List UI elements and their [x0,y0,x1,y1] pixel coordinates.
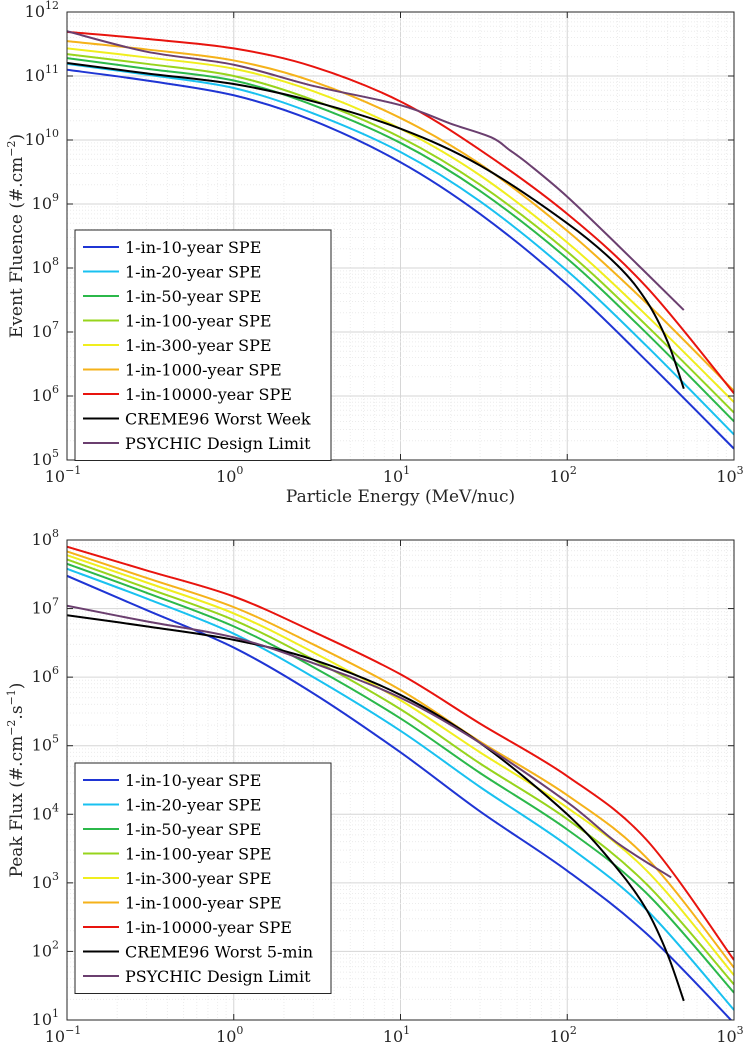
x-tick-label: 101 [383,1024,410,1046]
legend-box [74,229,332,461]
x-tick-label: 103 [716,1024,743,1046]
y-tick-label: 106 [32,664,59,686]
x-tick-label: 102 [550,464,577,486]
legend-label-6: 1-in-1000-year SPE [125,361,282,380]
x-tick-label: 100 [216,464,243,486]
legend: 1-in-10-year SPE 1-in-20-year SPE 1-in-50-… [74,762,332,994]
series-line-5 [67,554,734,976]
x-tick-label: 101 [383,464,410,486]
legend-label-5: 1-in-300-year SPE [125,336,272,355]
legend-label-8: CREME96 Worst Week [125,410,311,429]
legend-label-7: 1-in-10000-year SPE [125,385,292,404]
y-tick-label: 108 [32,527,59,549]
series-line-7 [67,545,734,961]
y-tick-label: 108 [32,255,59,277]
y-tick-label: 105 [32,733,59,755]
legend-label-1: 1-in-10-year SPE [125,238,261,257]
y-tick-label: 103 [32,870,59,892]
y-tick-label: 107 [32,319,59,341]
legend-label-3: 1-in-50-year SPE [125,287,261,306]
y-axis-label: Event Fluence (#.cm−2) [5,134,27,338]
series-line-3 [67,57,734,423]
series-line-4 [67,558,734,986]
legend-label-1: 1-in-10-year SPE [125,771,261,790]
y-ticks: 105 106 107 108 109 1010 1011 1012 [25,0,734,469]
x-ticks: 10−1 100 101 102 103 [45,540,744,1046]
y-tick-label: 102 [32,938,59,960]
y-tick-label: 104 [32,801,59,823]
legend-label-8: CREME96 Worst 5-min [125,943,313,962]
legend-label-3: 1-in-50-year SPE [125,820,261,839]
legend-label-5: 1-in-300-year SPE [125,869,272,888]
x-tick-label: 10−1 [45,1024,82,1046]
x-tick-label: 102 [550,1024,577,1046]
legend-label-7: 1-in-10000-year SPE [125,918,292,937]
series-line-2 [67,62,734,436]
x-tick-label: 103 [716,464,743,486]
series-line-3 [67,562,734,994]
y-ticks: 101 102 103 104 105 106 107 108 [32,527,734,1029]
legend-label-4: 1-in-100-year SPE [125,312,272,331]
y-tick-label: 101 [32,1007,59,1029]
series-line-8 [67,61,685,390]
y-tick-label: 107 [32,596,59,618]
chart-2: 10−1 100 101 102 103 101 102 103 104 105 106 107 108… [5,527,744,1048]
y-tick-label: 105 [32,447,59,469]
x-ticks: 10−1 100 101 102 103 [45,12,744,486]
series-line-9 [67,30,685,311]
series-group [67,30,734,450]
series-line-6 [67,40,734,392]
legend-label-9: PSYCHIC Design Limit [125,967,311,986]
series-group [67,545,734,1020]
y-axis-label: Peak Flux (#.cm−2.s−1) [5,683,27,878]
series-line-9 [67,604,672,879]
series-line-5 [67,47,734,403]
series-line-2 [67,567,734,1011]
legend: 1-in-10-year SPE 1-in-20-year SPE 1-in-50-… [74,229,332,461]
chart-1: 10−1 100 101 102 103105106107108109101010111… [5,0,744,507]
legend-label-4: 1-in-100-year SPE [125,845,272,864]
x-tick-label: 100 [216,1024,243,1046]
series-line-6 [67,550,734,969]
x-axis-label: Particle Energy (MeV/nuc) [286,487,515,507]
y-tick-label: 109 [32,191,59,213]
series-line-4 [67,53,734,414]
x-tick-label: 10−1 [45,464,82,486]
y-tick-label: 1010 [25,127,59,149]
series-line-1 [67,574,733,1020]
y-tick-label: 106 [32,383,59,405]
series-line-1 [67,68,734,450]
legend-label-6: 1-in-1000-year SPE [125,894,282,913]
legend-label-2: 1-in-20-year SPE [125,796,261,815]
series-line-7 [67,30,734,394]
legend-label-2: 1-in-20-year SPE [125,263,261,282]
y-tick-label: 1011 [25,63,59,85]
legend-label-9: PSYCHIC Design Limit [125,434,311,453]
y-tick-label: 1012 [25,0,59,21]
